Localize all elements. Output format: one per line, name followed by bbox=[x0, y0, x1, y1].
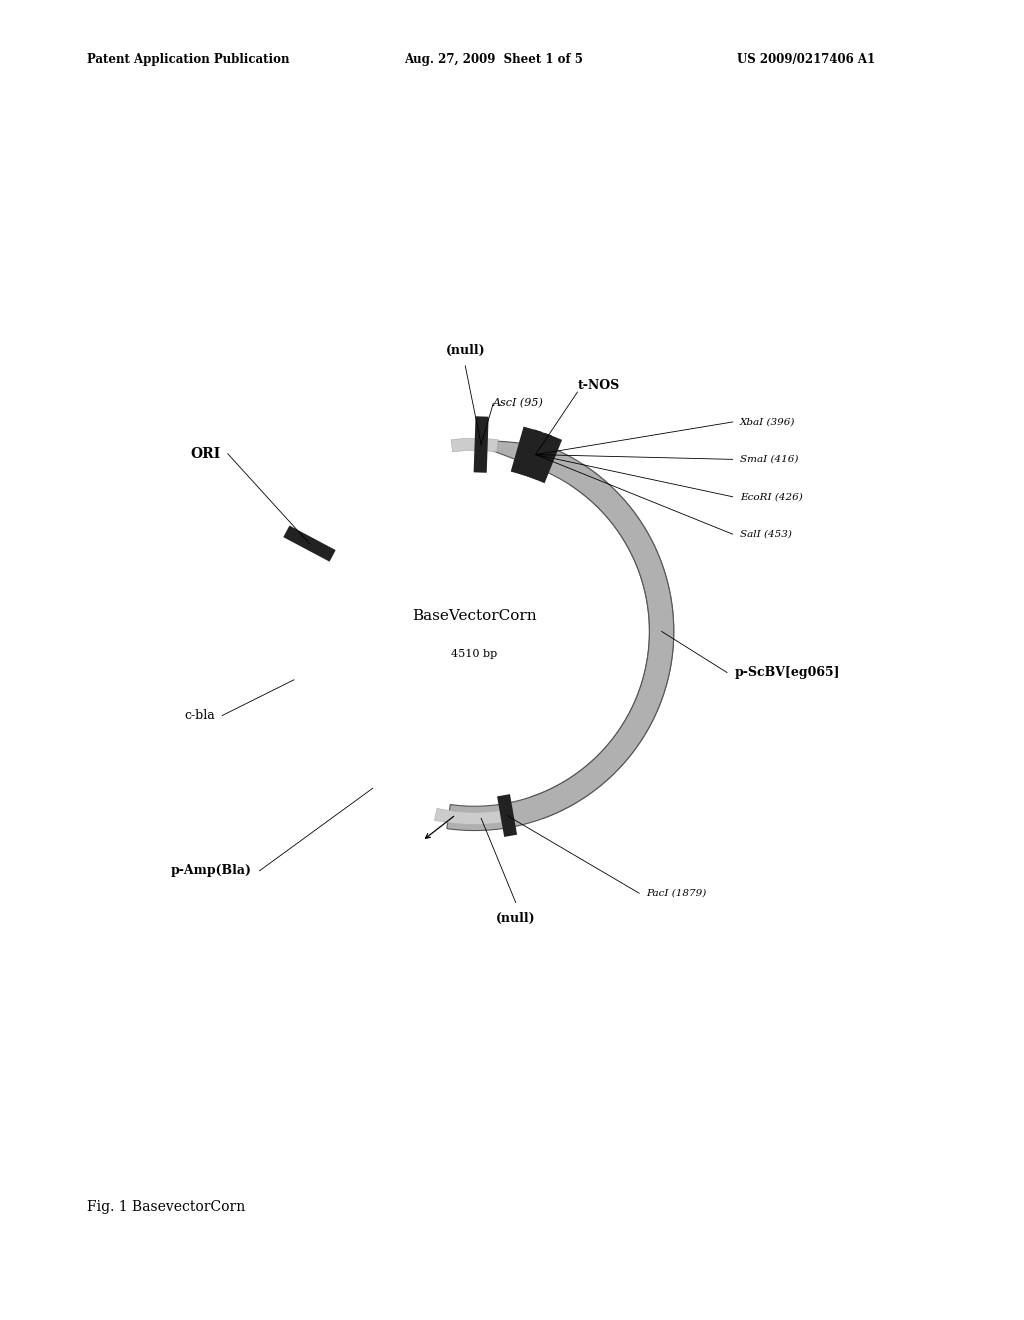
Text: BaseVectorCorn: BaseVectorCorn bbox=[413, 610, 537, 623]
Polygon shape bbox=[497, 795, 517, 837]
Text: AscI (95): AscI (95) bbox=[494, 399, 544, 408]
Polygon shape bbox=[519, 429, 552, 479]
Text: US 2009/0217406 A1: US 2009/0217406 A1 bbox=[737, 53, 876, 66]
Polygon shape bbox=[434, 808, 502, 825]
Text: SmaI (416): SmaI (416) bbox=[740, 455, 799, 463]
Polygon shape bbox=[476, 465, 674, 822]
Polygon shape bbox=[527, 433, 562, 483]
Polygon shape bbox=[284, 525, 336, 562]
Text: EcoRI (426): EcoRI (426) bbox=[740, 492, 803, 502]
Text: Aug. 27, 2009  Sheet 1 of 5: Aug. 27, 2009 Sheet 1 of 5 bbox=[404, 53, 584, 66]
Text: Fig. 1 BasevectorCorn: Fig. 1 BasevectorCorn bbox=[87, 1200, 246, 1214]
Text: p-Amp(Bla): p-Amp(Bla) bbox=[171, 865, 252, 878]
Polygon shape bbox=[511, 426, 542, 477]
Text: XbaI (396): XbaI (396) bbox=[740, 417, 796, 426]
Polygon shape bbox=[446, 441, 674, 830]
Text: Patent Application Publication: Patent Application Publication bbox=[87, 53, 290, 66]
Text: PacI (1879): PacI (1879) bbox=[646, 888, 707, 898]
Text: p-ScBV[eg065]: p-ScBV[eg065] bbox=[734, 667, 840, 678]
Polygon shape bbox=[474, 416, 488, 473]
Text: (null): (null) bbox=[496, 912, 536, 925]
Text: t-NOS: t-NOS bbox=[578, 379, 620, 392]
Text: 4510 bp: 4510 bp bbox=[452, 649, 498, 659]
Text: ORI: ORI bbox=[190, 446, 220, 461]
Text: c-bla: c-bla bbox=[184, 709, 215, 722]
Polygon shape bbox=[452, 438, 498, 451]
Text: SalI (453): SalI (453) bbox=[740, 529, 792, 539]
Text: (null): (null) bbox=[445, 343, 485, 356]
